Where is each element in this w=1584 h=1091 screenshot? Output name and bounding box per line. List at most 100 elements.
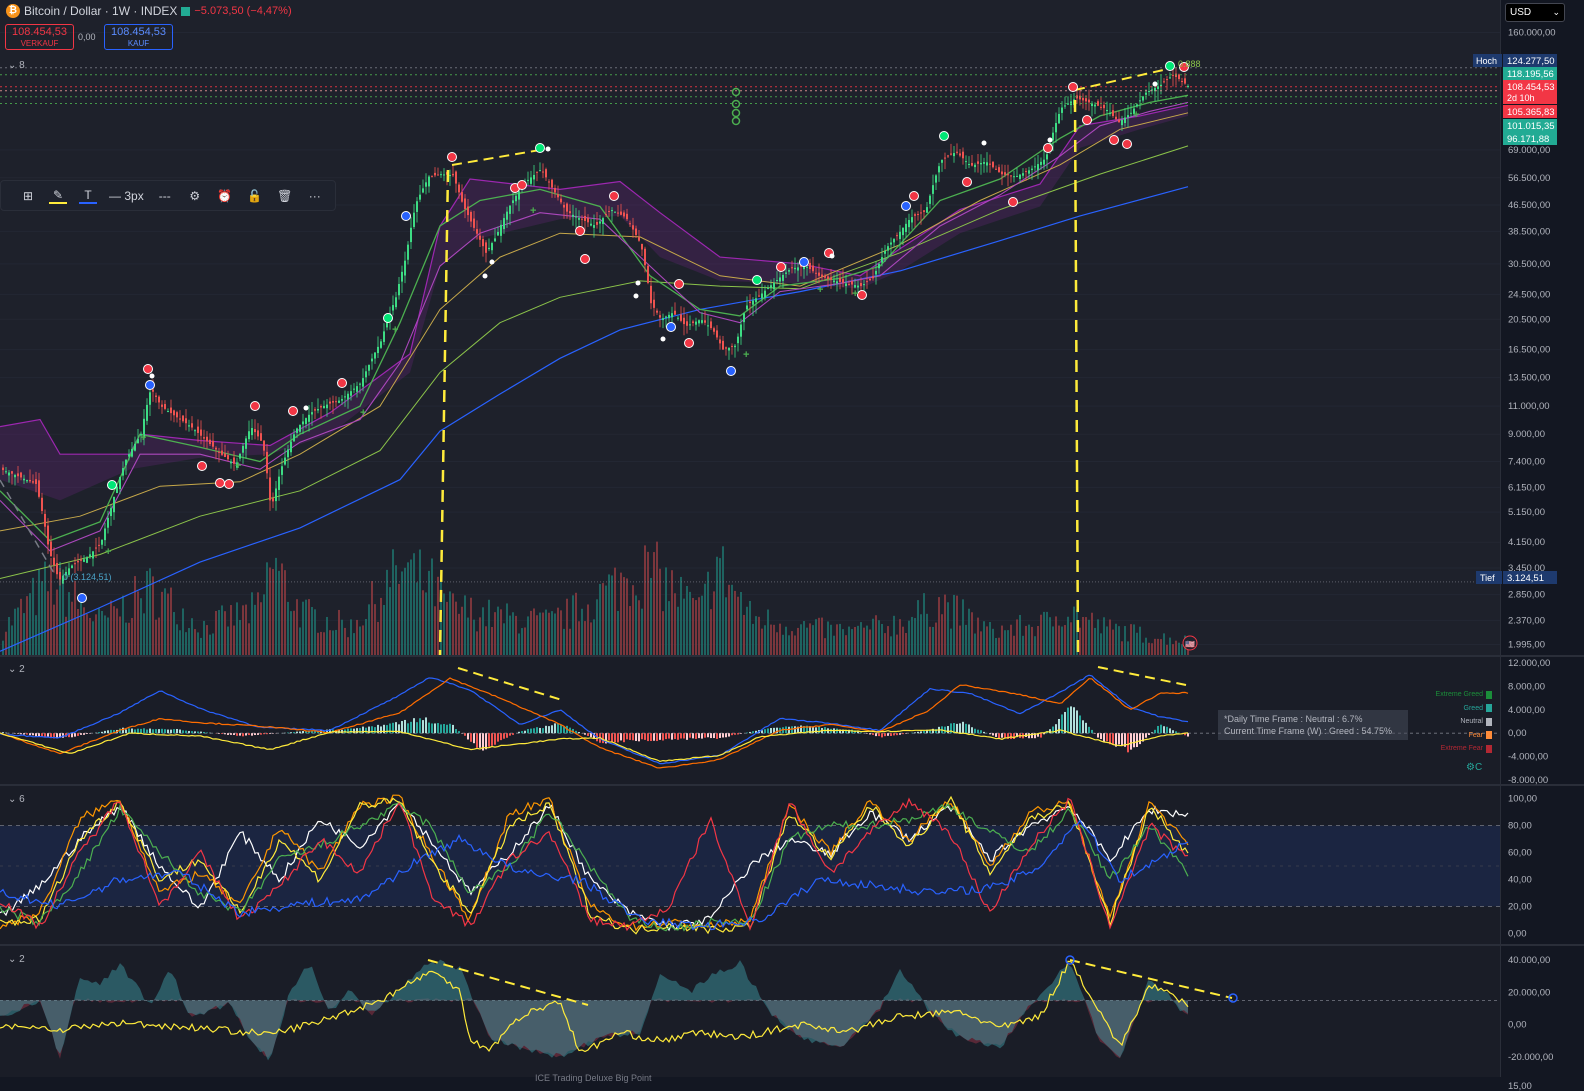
macd-histogram-bar: [896, 733, 898, 736]
signal-marker: [143, 364, 153, 374]
pen-icon[interactable]: ✎: [49, 188, 67, 204]
signal-marker: [666, 322, 676, 332]
volume-bar: [770, 624, 772, 655]
trash-icon[interactable]: 🗑: [277, 188, 293, 203]
volume-bar: [1160, 639, 1162, 655]
macd-histogram-bar: [533, 728, 535, 734]
macd-pane-collapse[interactable]: ⌄ 2: [8, 664, 25, 675]
volume-bar: [158, 617, 160, 655]
macd-histogram-bar: [752, 731, 754, 734]
indicator-series-line: [0, 960, 1189, 1053]
currency-select[interactable]: USD ⌄: [1505, 3, 1565, 22]
candle-body: [320, 406, 322, 408]
macd-histogram-bar: [314, 730, 316, 734]
candle-body: [1169, 77, 1171, 79]
macd-histogram-bar: [1103, 733, 1105, 743]
macd-histogram-bar: [71, 733, 73, 738]
candle-body: [83, 559, 85, 562]
macd-histogram-bar: [194, 731, 196, 734]
macd-histogram-bar: [1166, 726, 1168, 734]
macd-histogram-bar: [812, 726, 814, 734]
volume-bar: [860, 622, 862, 655]
candle-body: [182, 415, 184, 422]
macd-histogram-bar: [944, 726, 946, 734]
volume-bar: [164, 588, 166, 655]
candle-body: [515, 195, 517, 202]
templates-icon[interactable]: ⊞: [22, 188, 34, 203]
macd-histogram-bar: [299, 731, 301, 734]
bitcoin-icon: ₿: [6, 4, 20, 18]
candle-body: [605, 214, 607, 216]
volume-bar: [809, 623, 811, 655]
volume-bar: [722, 546, 724, 655]
price-tag-value: 105.365,83: [1507, 107, 1555, 118]
settings-icon[interactable]: ⚙: [189, 188, 201, 203]
volume-bar: [905, 633, 907, 655]
macd-histogram-bar: [659, 733, 661, 740]
macd-histogram-bar: [803, 725, 805, 734]
candle-body: [191, 423, 193, 428]
macd-histogram-bar: [35, 733, 37, 737]
macd-histogram-bar: [287, 732, 289, 734]
plus-marker: +: [360, 407, 366, 419]
candle-body: [497, 231, 499, 236]
candle-body: [734, 345, 736, 348]
macd-histogram-bar: [746, 732, 748, 734]
sell-button[interactable]: 108.454,53 VERKAUF: [5, 24, 74, 50]
volume-bar: [938, 597, 940, 655]
signal-marker: [776, 262, 786, 272]
candle-body: [560, 198, 562, 203]
more-icon[interactable]: ···: [308, 188, 321, 203]
volume-bar: [392, 549, 394, 655]
drawing-toolbar[interactable]: ⊞ ✎ T — 3px --- ⚙ ⏰ 🔓 🗑 ···: [0, 180, 336, 211]
signal-marker: [1152, 81, 1158, 87]
macd-histogram-bar: [560, 725, 562, 734]
candle-body: [71, 565, 73, 569]
lock-icon[interactable]: 🔓: [247, 188, 263, 203]
candle-body: [608, 210, 610, 212]
macd-histogram-bar: [359, 728, 361, 734]
symbol-title[interactable]: Bitcoin / Dollar · 1W · INDEX: [24, 4, 178, 18]
main-pane-collapse[interactable]: ⌄ 8: [8, 60, 25, 71]
candle-body: [752, 300, 754, 305]
candle-body: [506, 211, 508, 220]
candle-body: [602, 218, 604, 224]
volume-bar: [86, 614, 88, 655]
candle-body: [1082, 97, 1084, 101]
macd-histogram-bar: [968, 724, 970, 734]
pivot-marker: [1228, 993, 1238, 1003]
volume-bar: [980, 631, 982, 655]
candle-body: [203, 437, 205, 439]
candle-body: [8, 472, 10, 476]
volume-bar: [641, 608, 643, 655]
text-icon[interactable]: T: [79, 188, 97, 204]
macd-histogram-bar: [293, 732, 295, 734]
macd-histogram-bar: [629, 733, 631, 740]
volume-bar: [512, 612, 514, 655]
candle-body: [293, 434, 295, 442]
buy-button[interactable]: 108.454,53 KAUF: [104, 24, 173, 50]
alert-icon[interactable]: ⏰: [217, 188, 233, 203]
candle-body: [884, 250, 886, 254]
line-width-button[interactable]: — 3px: [109, 188, 144, 203]
symbol-bar[interactable]: ₿ Bitcoin / Dollar · 1W · INDEX −5.073,5…: [6, 4, 292, 18]
candle-body: [545, 169, 547, 178]
indicator-axis-tick: 20.000,00: [1508, 987, 1550, 998]
price-axis-tick: 38.500,00: [1508, 226, 1550, 237]
candle-body: [485, 242, 487, 253]
macd-histogram-bar: [890, 733, 892, 736]
price-axis-tick: 56.500,00: [1508, 173, 1550, 184]
indicator-axis-tick: 0,00: [1508, 1020, 1527, 1031]
signal-marker: [215, 478, 225, 488]
indicator-series-line: [0, 819, 1189, 931]
candle-body: [1052, 132, 1054, 141]
stoch-pane-collapse[interactable]: ⌄ 6: [8, 794, 25, 805]
volume-bar: [416, 582, 418, 655]
candle-body: [392, 305, 394, 311]
macd-histogram-bar: [302, 731, 304, 734]
indicator-series-line: [0, 802, 1189, 932]
osc-pane-collapse[interactable]: ⌄ 2: [8, 954, 25, 965]
line-style-icon[interactable]: ---: [158, 188, 171, 203]
